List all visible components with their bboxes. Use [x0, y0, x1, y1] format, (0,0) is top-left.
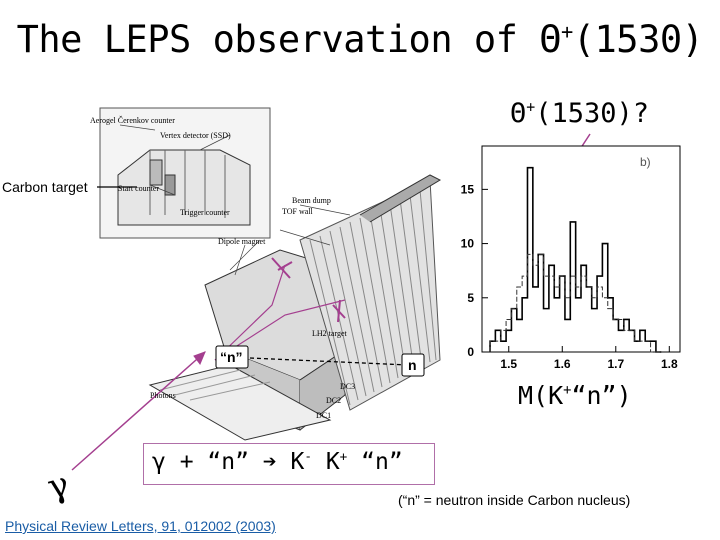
n-box [401, 353, 425, 377]
histogram-frame [481, 145, 681, 353]
x-tick-label-3: 1.8 [661, 357, 678, 371]
det-label-9: DC2 [326, 396, 341, 405]
histogram-panel-label: b) [640, 155, 651, 169]
leader-lines [119, 124, 351, 276]
n-quoted-box [215, 345, 249, 369]
photon-arrowhead [193, 351, 206, 365]
slide-title: The LEPS observation of Θ+(1530) [0, 18, 720, 61]
reaction-kplus-sup: + [339, 448, 348, 464]
mass-suffix: “n”) [571, 381, 632, 410]
carbon-target-label: Carbon target [2, 179, 88, 195]
kaon-track [214, 299, 346, 361]
x-tick-label-1: 1.6 [554, 357, 571, 371]
det-label-7: Photons [150, 391, 176, 400]
theta-question: Θ+(1530)? [510, 98, 649, 129]
reaction-lhs: γ + “n” [152, 449, 263, 475]
reaction-kplus: K [311, 449, 340, 475]
det-label-2: Start counter [118, 184, 159, 193]
neutron-note: (“n” = neutron inside Carbon nucleus) [398, 492, 631, 508]
title-sup: + [561, 19, 573, 44]
y-tick-label-2: 10 [461, 237, 475, 251]
beam-dump [359, 174, 442, 223]
mass-prefix: M(K [518, 381, 564, 410]
kaon-track-2 [214, 264, 286, 361]
reaction-box: γ + “n” ➔ K- K+ “n” [143, 443, 435, 485]
mass-sup: + [563, 382, 572, 399]
x-tick-label-2: 1.7 [607, 357, 624, 371]
mass-axis-label: M(K+“n”) [518, 381, 632, 410]
title-theta: Θ [539, 18, 561, 61]
n-label: n [408, 357, 417, 373]
kaon-marker-2 [332, 299, 346, 323]
mass-histogram: 1.5 1.6 1.7 1.8 0 5 10 15 b) [461, 145, 681, 371]
reaction-kminus: K [276, 449, 305, 475]
dc-lines [159, 369, 271, 401]
inset-block-2 [164, 174, 176, 196]
det-label-3: Trigger counter [180, 208, 230, 217]
y-tick-label-0: 0 [467, 345, 474, 359]
histogram-series-1 [489, 253, 662, 353]
det-label-8: DC1 [316, 411, 331, 420]
det-label-6: Dipole magnet [218, 237, 266, 246]
reaction-kminus-sup: - [304, 448, 312, 464]
kaon-marker [271, 257, 293, 279]
n-quoted-label: “n” [220, 349, 243, 365]
neutron-dashed-line [249, 357, 409, 366]
det-label-1: Vertex detector (SSD) [160, 131, 231, 140]
histogram-series-0 [489, 166, 662, 353]
title-text: The LEPS observation of [16, 18, 540, 61]
det-label-5: TOF wall [282, 207, 314, 216]
question-suffix: (1530)? [535, 98, 649, 129]
question-theta: Θ [510, 98, 527, 129]
title-suffix: (1530) [572, 18, 704, 61]
drift-chambers [148, 364, 332, 441]
det-label-0: Aerogel Čerenkov counter [90, 115, 175, 125]
inset-block [149, 159, 163, 186]
reaction-n: “n” [347, 449, 403, 475]
y-tick-label-1: 5 [467, 291, 474, 305]
x-tick-label-0: 1.5 [500, 357, 517, 371]
question-sup: + [526, 98, 536, 116]
reaction-arrow: ➔ [262, 449, 277, 475]
det-label-4: Beam dump [292, 196, 331, 205]
photon-beam-arrow [71, 351, 206, 471]
det-label-10: DC3 [340, 382, 355, 391]
det-label-11: LH2 target [312, 329, 348, 338]
histogram-series [489, 166, 662, 353]
reference-link[interactable]: Physical Review Letters, 91, 012002 (200… [5, 518, 276, 534]
histogram-ticks: 1.5 1.6 1.7 1.8 0 5 10 15 [461, 182, 678, 371]
y-tick-label-3: 15 [461, 182, 475, 196]
